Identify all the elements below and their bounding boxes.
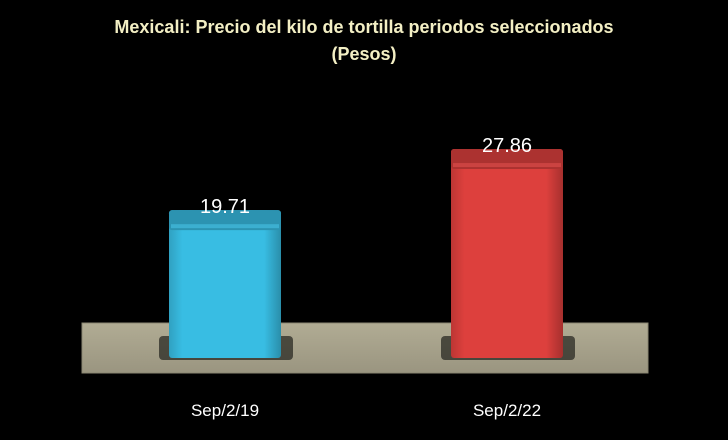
bar-top-highlight <box>171 224 279 229</box>
bar-2 <box>441 149 575 360</box>
chart-subtitle: (Pesos) <box>331 44 397 64</box>
bar-top-highlight <box>453 163 561 168</box>
bar-body <box>169 210 281 358</box>
chart-title: Mexicali: Precio del kilo de tortilla pe… <box>0 14 728 68</box>
bar-value-label: 19.71 <box>200 196 250 218</box>
bar-value-label: 27.86 <box>482 135 532 157</box>
bar-1 <box>159 210 293 360</box>
chart-title-line: Mexicali: Precio del kilo de tortilla pe… <box>114 17 614 37</box>
bar-body <box>451 149 563 358</box>
x-tick-label: Sep/2/19 <box>191 401 259 420</box>
x-tick-label: Sep/2/22 <box>473 401 541 420</box>
floor-platform-edge <box>81 322 649 374</box>
